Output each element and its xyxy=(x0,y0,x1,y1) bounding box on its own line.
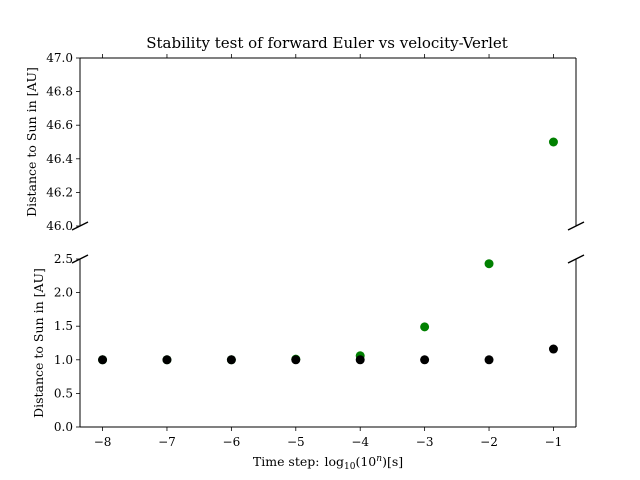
axis-break-mark xyxy=(71,254,89,264)
data-point xyxy=(226,355,236,365)
x-axis-label-text: Time step: xyxy=(253,454,320,469)
top-y-axis-label: Distance to Sun in [AU] xyxy=(24,67,39,217)
bottom-y-tick-label: 0.5 xyxy=(54,386,73,400)
x-tick-label: −8 xyxy=(94,435,112,449)
axis-break-mark xyxy=(567,221,585,231)
data-point xyxy=(420,322,430,332)
top-y-ticks: 46.0 46.2 46.4 46.6 46.8 47.0 xyxy=(46,51,80,233)
top-y-tick-label: 46.0 xyxy=(46,219,73,233)
x-axis-label: Time step: log10(10n)[s] xyxy=(253,454,403,472)
bottom-y-tick-label: 1.0 xyxy=(54,353,73,367)
bottom-y-tick-label: 2.0 xyxy=(54,286,73,300)
data-point xyxy=(98,355,108,365)
axis-break-mark xyxy=(567,254,585,264)
data-point xyxy=(548,344,558,354)
axis-break-mark xyxy=(71,221,89,231)
bottom-y-tick-label: 1.5 xyxy=(54,319,73,333)
data-point xyxy=(291,355,301,365)
x-tick-label: −4 xyxy=(351,435,369,449)
top-panel: 46.0 46.2 46.4 46.6 46.8 47.0 Distance to Sun… xyxy=(24,51,577,233)
top-y-tick-label: 46.6 xyxy=(46,118,73,132)
top-y-tick-label: 46.2 xyxy=(46,185,73,199)
bottom-y-tick-label: 2.5 xyxy=(54,252,73,266)
bottom-x-ticks: −8 −7 −6 −5 −4 −3 −2 −1 xyxy=(94,427,563,449)
x-tick-label: −7 xyxy=(158,435,176,449)
bottom-y-ticks: 0.0 0.5 1.0 1.5 2.0 2.5 xyxy=(54,252,80,434)
bottom-points xyxy=(98,259,558,365)
data-point xyxy=(420,355,430,365)
bottom-panel: 0.0 0.5 1.0 1.5 2.0 2.5 −8 −7 −6 −5 −4 −3 −2 −1 Dist… xyxy=(31,252,577,449)
x-axis-label-sub: 10 xyxy=(344,462,356,472)
top-spines xyxy=(79,57,577,226)
data-point xyxy=(484,355,494,365)
data-point xyxy=(484,259,494,269)
x-tick-label: −6 xyxy=(223,435,241,449)
bottom-y-axis-label: Distance to Sun in [AU] xyxy=(31,268,46,418)
x-axis-label-sup: n xyxy=(376,454,382,464)
data-point xyxy=(548,137,558,147)
bottom-spines xyxy=(79,259,577,428)
top-y-tick-label: 46.8 xyxy=(46,85,73,99)
x-axis-label-paren: (10 xyxy=(355,454,376,469)
data-point xyxy=(355,355,365,365)
x-axis-label-end: )[s] xyxy=(382,454,403,469)
top-y-tick-label: 46.4 xyxy=(46,152,73,166)
x-tick-label: −3 xyxy=(416,435,434,449)
x-tick-label: −5 xyxy=(287,435,305,449)
x-tick-label: −2 xyxy=(480,435,498,449)
top-points xyxy=(548,137,558,147)
bottom-y-tick-label: 0.0 xyxy=(54,420,73,434)
top-x-ticks xyxy=(102,54,554,58)
top-y-tick-label: 47.0 xyxy=(46,51,73,65)
chart-title: Stability test of forward Euler vs veloc… xyxy=(146,34,508,52)
axis-break-marks xyxy=(71,221,585,264)
x-axis-label-math: log xyxy=(324,454,344,469)
data-point xyxy=(162,355,172,365)
x-tick-label: −1 xyxy=(545,435,563,449)
